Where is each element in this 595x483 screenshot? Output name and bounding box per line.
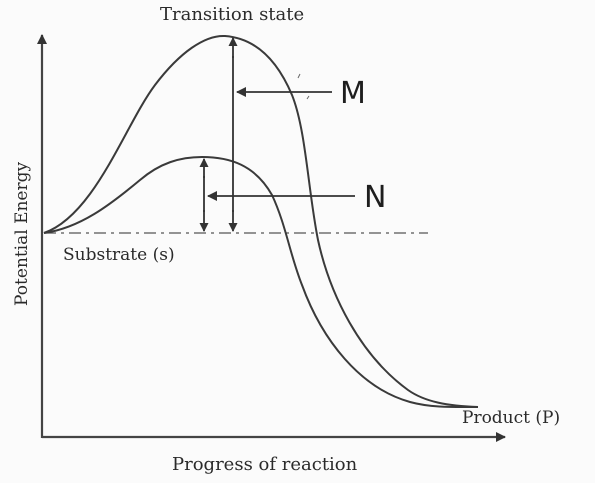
n-label: N	[364, 180, 386, 215]
y-axis-label: Potential Energy	[12, 162, 32, 306]
m-label: M	[340, 76, 366, 111]
uncatalysed-curve	[43, 34, 479, 408]
catalysed-curve	[43, 155, 479, 409]
transition-state-label: Transition state	[160, 4, 304, 25]
scan-mark-2	[306, 95, 310, 100]
product-label: Product (P)	[462, 408, 560, 428]
scan-mark	[297, 73, 301, 79]
x-axis-label: Progress of reaction	[172, 454, 358, 475]
substrate-label: Substrate (s)	[63, 245, 175, 265]
